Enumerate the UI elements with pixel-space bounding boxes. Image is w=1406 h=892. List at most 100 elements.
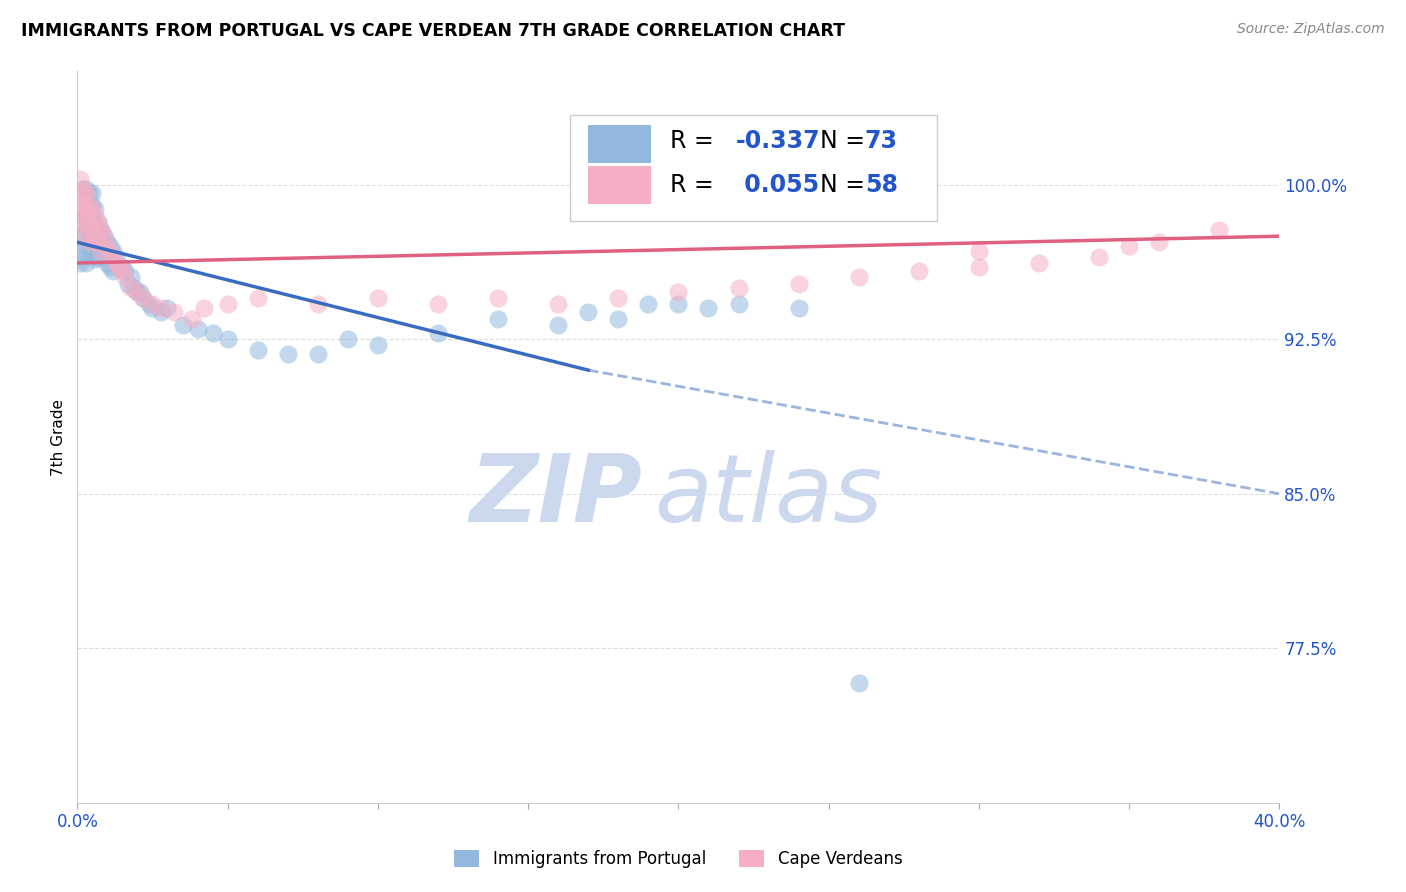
Point — [72, 198, 94, 212]
Point — [69, 219, 91, 233]
Point — [72, 215, 94, 229]
Point — [1028, 256, 1050, 270]
FancyBboxPatch shape — [571, 115, 936, 221]
Point — [967, 244, 990, 258]
Point — [93, 229, 115, 244]
Point — [427, 326, 450, 340]
Point — [114, 264, 136, 278]
Text: N =: N = — [804, 128, 872, 153]
Point — [87, 250, 110, 264]
Point — [486, 291, 509, 305]
Point — [96, 256, 118, 270]
Point — [75, 194, 97, 209]
Point — [79, 235, 101, 250]
Point — [84, 235, 107, 250]
Text: IMMIGRANTS FROM PORTUGAL VS CAPE VERDEAN 7TH GRADE CORRELATION CHART: IMMIGRANTS FROM PORTUGAL VS CAPE VERDEAN… — [21, 22, 845, 40]
Point — [72, 250, 94, 264]
Text: R =: R = — [671, 128, 721, 153]
Point — [967, 260, 990, 274]
Point — [82, 198, 104, 212]
Point — [117, 277, 139, 291]
Point — [246, 343, 269, 357]
Point — [697, 301, 720, 316]
Y-axis label: 7th Grade: 7th Grade — [51, 399, 66, 475]
Point — [486, 311, 509, 326]
Point — [787, 277, 810, 291]
Point — [138, 297, 160, 311]
Point — [82, 186, 104, 200]
Point — [668, 297, 690, 311]
Point — [336, 332, 359, 346]
Point — [127, 285, 149, 299]
Point — [69, 239, 91, 253]
Point — [82, 244, 104, 258]
Point — [114, 270, 136, 285]
Point — [607, 291, 630, 305]
Text: 58: 58 — [865, 173, 897, 197]
Point — [96, 235, 118, 250]
Point — [79, 198, 101, 212]
Point — [82, 227, 104, 241]
Point — [108, 260, 131, 274]
Point — [1149, 235, 1171, 250]
Point — [84, 229, 107, 244]
Text: ZIP: ZIP — [470, 450, 643, 541]
Point — [79, 186, 101, 200]
Point — [72, 182, 94, 196]
Point — [103, 264, 125, 278]
Point — [84, 219, 107, 233]
Text: -0.337: -0.337 — [737, 128, 821, 153]
Point — [156, 301, 179, 316]
Point — [307, 297, 329, 311]
Text: 0.055: 0.055 — [737, 173, 820, 197]
Point — [132, 291, 155, 305]
Point — [84, 202, 107, 217]
Point — [75, 223, 97, 237]
Point — [79, 198, 101, 212]
Point — [96, 239, 118, 253]
Point — [124, 281, 146, 295]
Point — [90, 223, 112, 237]
Point — [93, 229, 115, 244]
Point — [1088, 250, 1111, 264]
Point — [69, 171, 91, 186]
Legend: Immigrants from Portugal, Cape Verdeans: Immigrants from Portugal, Cape Verdeans — [447, 844, 910, 875]
Point — [72, 186, 94, 200]
Point — [75, 202, 97, 217]
Point — [82, 223, 104, 237]
Point — [111, 264, 134, 278]
Point — [576, 305, 599, 319]
Point — [87, 235, 110, 250]
Point — [217, 297, 239, 311]
Point — [120, 281, 142, 295]
Point — [1118, 239, 1140, 253]
Point — [848, 676, 870, 690]
Point — [367, 291, 389, 305]
Point — [727, 297, 749, 311]
Point — [72, 209, 94, 223]
Point — [103, 244, 125, 258]
Point — [100, 239, 122, 253]
Point — [79, 215, 101, 229]
Text: Source: ZipAtlas.com: Source: ZipAtlas.com — [1237, 22, 1385, 37]
Point — [162, 305, 184, 319]
Point — [100, 260, 122, 274]
Point — [172, 318, 194, 332]
Point — [69, 198, 91, 212]
Point — [84, 252, 107, 266]
Point — [90, 244, 112, 258]
Point — [72, 182, 94, 196]
Point — [105, 250, 128, 264]
Point — [307, 346, 329, 360]
Text: N =: N = — [804, 173, 872, 197]
Point — [87, 215, 110, 229]
Point — [105, 256, 128, 270]
Point — [127, 285, 149, 299]
Point — [87, 215, 110, 229]
Point — [100, 244, 122, 258]
Point — [93, 250, 115, 264]
Point — [787, 301, 810, 316]
Point — [132, 291, 155, 305]
Text: R =: R = — [671, 173, 721, 197]
Point — [180, 311, 202, 326]
